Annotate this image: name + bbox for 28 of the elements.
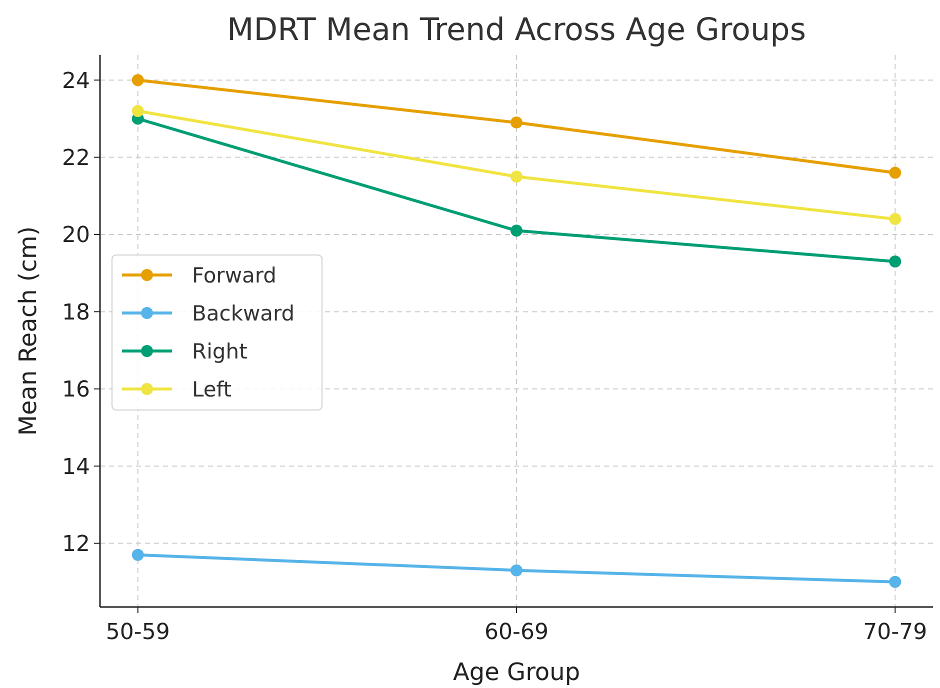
y-tick-label: 20 [62,223,90,248]
chart-title: MDRT Mean Trend Across Age Groups [227,12,806,48]
y-tick-label: 16 [62,378,90,403]
point [510,564,522,576]
x-tick-label: 50-59 [106,620,170,645]
point [510,116,522,129]
y-tick-label: 22 [62,146,90,171]
point [889,166,902,179]
x-axis-title: Age Group [452,658,580,686]
legend-label: Forward [192,263,276,288]
point [132,548,144,561]
x-tick-label: 70-79 [863,620,928,645]
legend-label: Right [192,339,248,364]
point [889,576,902,588]
point [510,170,522,183]
point [132,74,144,86]
y-tick-label: 18 [62,300,90,326]
x-tick-label: 60-69 [484,620,548,645]
point [132,104,144,117]
point [889,213,902,226]
legend-label: Backward [192,301,295,326]
y-tick-label: 24 [62,68,90,94]
point [889,256,902,268]
point [510,224,522,237]
y-axis-title: Mean Reach (cm) [14,226,42,436]
legend-label: Left [192,377,232,402]
y-tick-label: 14 [62,454,90,480]
y-tick-label: 12 [62,532,90,558]
